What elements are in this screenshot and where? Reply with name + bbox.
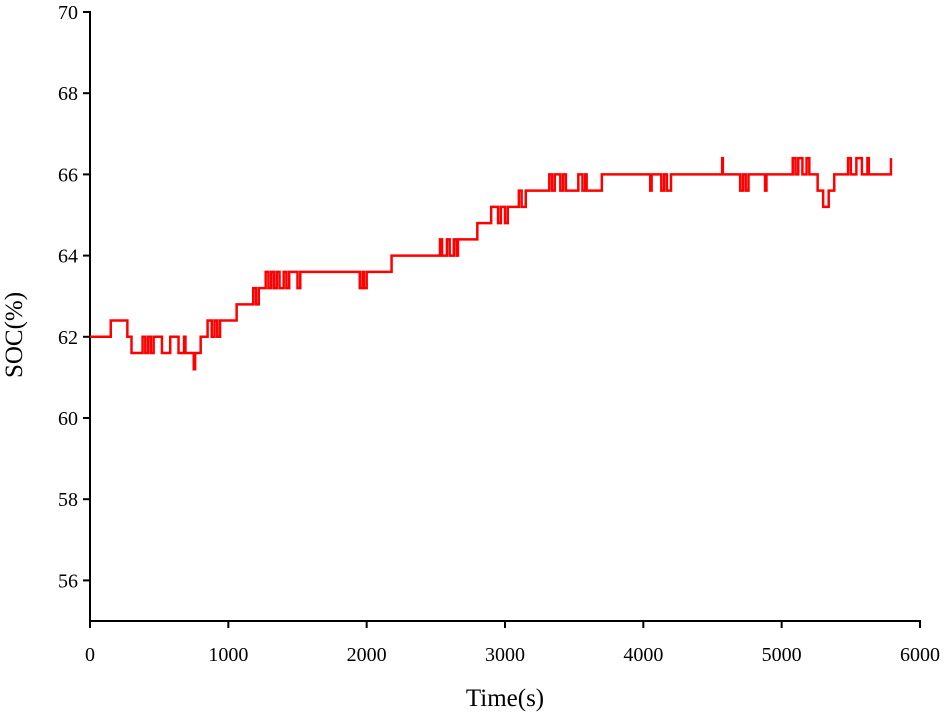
x-tick-label: 4000	[623, 644, 663, 666]
x-tick-label: 3000	[485, 644, 525, 666]
y-tick-label: 60	[58, 408, 78, 430]
x-tick-label: 2000	[347, 644, 387, 666]
y-tick-label: 58	[58, 489, 78, 511]
series-line	[90, 156, 893, 371]
x-tick-label: 1000	[208, 644, 248, 666]
y-tick-label: 66	[58, 164, 78, 186]
x-tick-label: 6000	[900, 644, 940, 666]
x-tick-label: 5000	[762, 644, 802, 666]
y-tick-label: 64	[58, 246, 78, 268]
y-tick-label: 62	[58, 327, 78, 349]
y-tick-label: 68	[58, 83, 78, 105]
y-tick-label: 70	[58, 2, 78, 24]
x-axis-title: Time(s)	[466, 685, 544, 712]
x-tick-label: 0	[85, 644, 95, 666]
y-axis-title: SOC(%)	[1, 292, 28, 378]
y-tick-label: 56	[58, 570, 78, 592]
